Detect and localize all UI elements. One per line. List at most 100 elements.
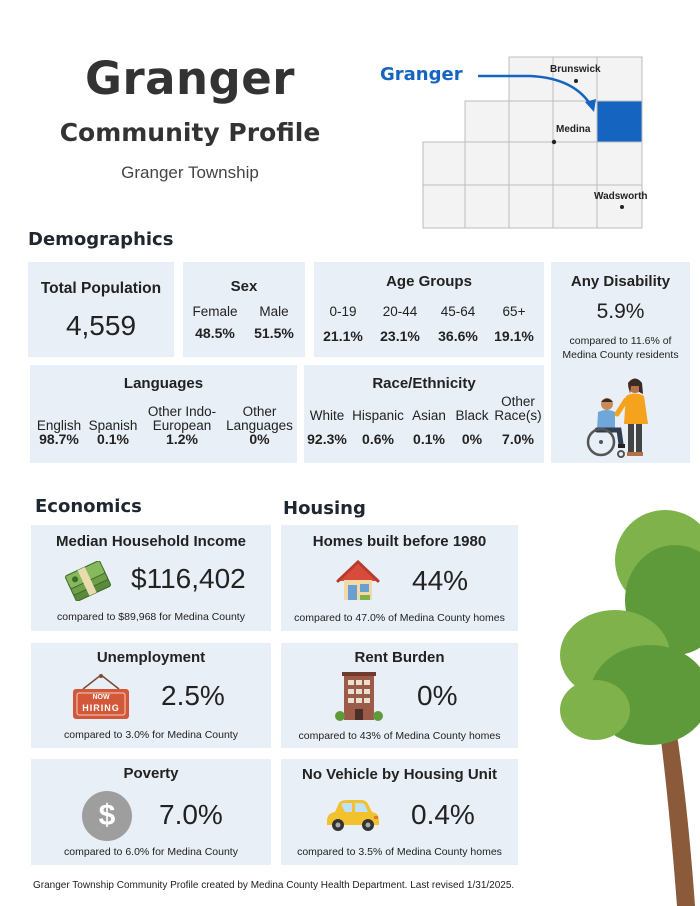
age-65-plus-value: 19.1%: [494, 328, 534, 344]
unemployment-compare: compared to 3.0% for Medina County: [64, 729, 238, 741]
no-vehicle-compare: compared to 3.5% of Medina County homes: [297, 846, 502, 858]
apartment-building-icon: [335, 672, 383, 721]
income-value: $116,402: [131, 563, 246, 594]
poverty-compare: compared to 6.0% for Medina County: [64, 846, 238, 858]
map-label-brunswick: Brunswick: [550, 64, 601, 75]
homes-1980-title: Homes built before 1980: [312, 533, 487, 550]
race-asian-label: Asian: [412, 408, 446, 423]
age-0-19-label: 0-19: [329, 304, 357, 319]
housing-heading: Housing: [283, 498, 366, 519]
lang-other-indo-european-value: 1.2%: [166, 431, 198, 447]
map-label-medina: Medina: [556, 124, 591, 135]
race-asian-value: 0.1%: [413, 431, 445, 447]
sex-row: Female 48.5% Male 51.5%: [185, 304, 303, 341]
disability-compare: compared to 11.6% of Medina County resid…: [562, 335, 679, 361]
sex-male-value: 51.5%: [254, 325, 294, 341]
race-black-value: 0%: [461, 431, 483, 447]
age-groups-row: 0-19 21.1% 20-44 23.1% 45-64 36.6% 65+ 1…: [316, 304, 542, 344]
homes-1980-compare: compared to 47.0% of Medina County homes: [294, 612, 505, 624]
sex-card: Sex Female 48.5% Male 51.5%: [183, 262, 305, 357]
tree-illustration-icon: [560, 510, 700, 906]
lang-other-languages-value: 0%: [249, 431, 270, 447]
disability-value: 5.9%: [596, 300, 645, 323]
page-title: Granger: [85, 52, 295, 105]
map-graphic: [422, 56, 643, 229]
age-20-44-label: 20-44: [382, 304, 418, 319]
map-callout-granger: Granger: [380, 64, 463, 85]
demographics-heading: Demographics: [28, 229, 174, 250]
age-0-19-value: 21.1%: [323, 328, 363, 344]
race-white-label: White: [309, 408, 345, 423]
age-65-plus-label: 65+: [502, 304, 526, 319]
sign-line-2: HIRING: [82, 703, 120, 713]
income-title: Median Household Income: [55, 533, 247, 550]
race-black-label: Black: [455, 408, 489, 423]
no-vehicle-value: 0.4%: [411, 799, 475, 830]
unemployment-value: 2.5%: [161, 680, 225, 711]
unemployment-title: Unemployment: [96, 649, 206, 666]
sex-female: Female 48.5%: [185, 304, 245, 341]
homes-1980-card: Homes built before 1980 44% compared to …: [281, 525, 518, 631]
footer-credit: Granger Township Community Profile creat…: [33, 880, 515, 891]
total-population-value: 4,559: [65, 310, 137, 341]
poverty-title: Poverty: [123, 765, 179, 782]
economics-heading: Economics: [35, 496, 142, 517]
page-subtitle: Community Profile: [59, 118, 321, 147]
no-vehicle-card: No Vehicle by Housing Unit 0.4% compared…: [281, 759, 518, 865]
age-65-plus: 65+ 19.1%: [486, 304, 542, 344]
lang-english-value: 98.7%: [39, 431, 79, 447]
coin-symbol: $: [98, 799, 116, 832]
lang-other-languages-label: Other Languages: [226, 404, 293, 433]
county-map: Granger Brunswick Medina Wadsworth: [370, 52, 660, 232]
map-label-wadsworth: Wadsworth: [594, 191, 648, 202]
poverty-card: Poverty $ 7.0% compared to 6.0% for Medi…: [31, 759, 271, 865]
age-45-64-label: 45-64: [440, 304, 476, 319]
race-hispanic-value: 0.6%: [362, 431, 394, 447]
languages-values-row: 98.7% 0.1% 1.2% 0%: [32, 431, 295, 447]
languages-title: Languages: [123, 375, 204, 392]
rent-burden-compare: compared to 43% of Medina County homes: [298, 730, 501, 742]
sex-female-label: Female: [192, 304, 238, 319]
lang-other-indo-european-label: Other Indo-European: [147, 404, 217, 433]
income-compare: compared to $89,968 for Medina County: [57, 611, 245, 623]
sex-title: Sex: [230, 278, 258, 295]
age-20-44: 20-44 23.1%: [370, 304, 430, 344]
race-other-label: Other Race(s): [494, 394, 542, 423]
unemployment-card: Unemployment NOW HIRING 2.5% compared to…: [31, 643, 271, 748]
age-0-19: 0-19 21.1%: [316, 304, 370, 344]
total-population-card: Total Population 4,559: [28, 262, 174, 357]
race-row: White Hispanic Asian Black Other Race(s): [305, 394, 543, 424]
sex-male-label: Male: [259, 304, 289, 319]
total-population-title: Total Population: [40, 280, 162, 297]
age-groups-card: Age Groups 0-19 21.1% 20-44 23.1% 45-64 …: [314, 262, 544, 357]
rent-burden-card: Rent Burden 0% compared to 43% of Medina…: [281, 643, 518, 748]
race-hispanic-label: Hispanic: [352, 408, 404, 423]
dollar-coin-icon: $: [82, 791, 132, 841]
lang-spanish-value: 0.1%: [97, 431, 129, 447]
age-groups-title: Age Groups: [386, 273, 472, 290]
now-hiring-sign-icon: NOW HIRING: [71, 673, 131, 721]
rent-burden-value: 0%: [417, 680, 458, 711]
sign-line-1: NOW: [92, 694, 110, 701]
rent-burden-title: Rent Burden: [354, 649, 445, 666]
race-other-value: 7.0%: [502, 431, 534, 447]
granger-highlight: [596, 100, 643, 143]
age-45-64-value: 36.6%: [438, 328, 478, 344]
age-20-44-value: 23.1%: [380, 328, 420, 344]
car-icon: [327, 800, 379, 831]
lang-english-label: English: [36, 418, 82, 433]
disability-title: Any Disability: [570, 273, 671, 290]
age-45-64: 45-64 36.6%: [430, 304, 486, 344]
money-stack-icon: [65, 561, 111, 601]
people-illustration-icon: [586, 378, 648, 458]
township-name: Granger Township: [121, 163, 259, 182]
race-card: Race/Ethnicity White Hispanic Asian Blac…: [304, 365, 544, 463]
lang-spanish-label: Spanish: [88, 418, 138, 433]
sex-male: Male 51.5%: [245, 304, 303, 341]
no-vehicle-title: No Vehicle by Housing Unit: [301, 766, 498, 783]
languages-row: English Spanish Other Indo-European Othe…: [32, 399, 295, 434]
poverty-value: 7.0%: [159, 799, 223, 830]
race-values-row: 92.3% 0.6% 0.1% 0% 7.0%: [305, 431, 543, 447]
house-icon: [336, 559, 380, 600]
race-white-value: 92.3%: [307, 431, 347, 447]
